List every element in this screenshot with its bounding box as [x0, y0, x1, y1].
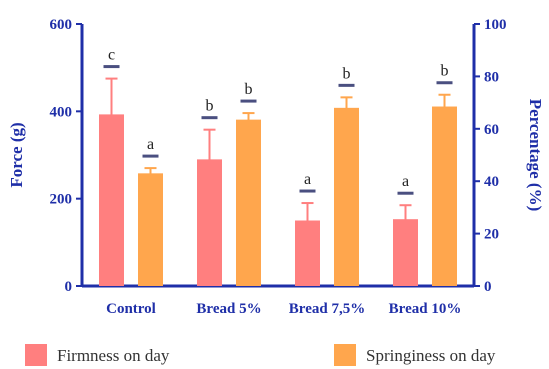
legend-label-firmness: Firmness on day — [57, 346, 170, 365]
left-tick-label: 400 — [50, 104, 73, 120]
bar-springiness — [138, 173, 163, 286]
right-tick-label: 20 — [484, 227, 499, 243]
left-tick-label: 0 — [65, 279, 73, 295]
category-label: Bread 7,5% — [289, 301, 365, 317]
significance-label: b — [343, 65, 351, 82]
category-labels: Control Bread 5% Bread 7,5% Bread 10% — [106, 301, 461, 317]
significance-label: a — [402, 173, 409, 190]
left-tick-label: 600 — [50, 17, 73, 33]
legend-label-springiness: Springiness on day — [366, 346, 496, 365]
significance-label: b — [441, 63, 449, 80]
left-tick-label: 200 — [50, 192, 73, 208]
right-axis-title: Percentage (%) — [526, 99, 545, 212]
right-axis-ticks: 0 20 40 60 80 100 — [474, 17, 507, 295]
right-tick-label: 0 — [484, 279, 492, 295]
legend: Firmness on day Springiness on day — [25, 344, 496, 366]
left-axis-ticks: 0 200 400 600 — [50, 17, 82, 295]
category-label: Bread 5% — [196, 301, 261, 317]
legend-swatch-firmness — [25, 344, 47, 366]
legend-swatch-springiness — [334, 344, 356, 366]
right-tick-label: 40 — [484, 174, 499, 190]
bar-springiness — [236, 119, 261, 286]
significance-label: a — [147, 136, 154, 153]
category-label: Control — [106, 301, 156, 317]
significance-label: b — [206, 98, 214, 115]
bar-springiness — [432, 106, 457, 286]
significance-label: a — [304, 171, 311, 188]
right-tick-label: 60 — [484, 122, 499, 138]
right-tick-label: 80 — [484, 69, 499, 85]
bars-group: c a b b a b a b — [99, 47, 457, 286]
significance-label: b — [245, 81, 253, 98]
right-tick-label: 100 — [484, 17, 507, 33]
category-label: Bread 10% — [389, 301, 462, 317]
left-axis-title: Force (g) — [7, 122, 26, 187]
bar-springiness — [334, 107, 359, 286]
significance-label: c — [108, 47, 115, 64]
